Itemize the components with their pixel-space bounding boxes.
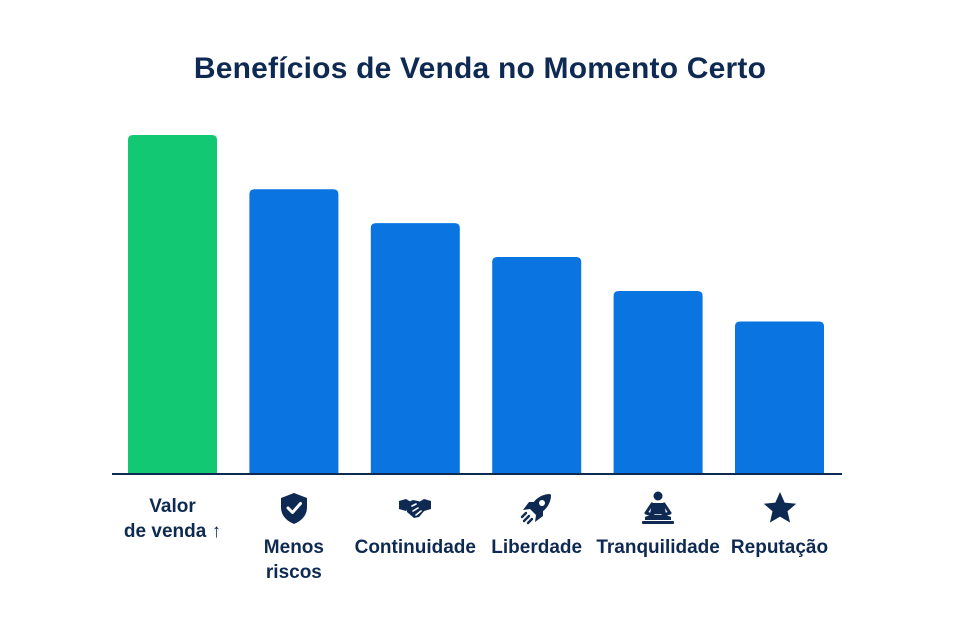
star-icon (763, 492, 796, 523)
x-tick-label-4: Tranquilidade (596, 537, 720, 558)
bar-4 (613, 290, 703, 474)
shield-check-icon (280, 493, 307, 524)
x-tick-label-5: Reputação (730, 537, 829, 558)
meditation-icon (642, 491, 675, 524)
x-tick-label-3: Liberdade (491, 537, 583, 558)
x-tick-label-2: Continuidade (354, 537, 476, 558)
x-tick-label-0: Valor de venda ↑ (123, 496, 222, 542)
handshake-icon (399, 499, 432, 518)
bar-0 (128, 135, 217, 474)
x-tick-label-1: Menos riscos (263, 537, 324, 583)
chart-title: Benefícios de Venda no Momento Certo (193, 52, 767, 85)
bar-5 (735, 321, 824, 474)
rocket-icon (520, 494, 551, 525)
bar-3 (492, 257, 582, 474)
bar-2 (370, 223, 460, 474)
bar-1 (249, 189, 339, 475)
